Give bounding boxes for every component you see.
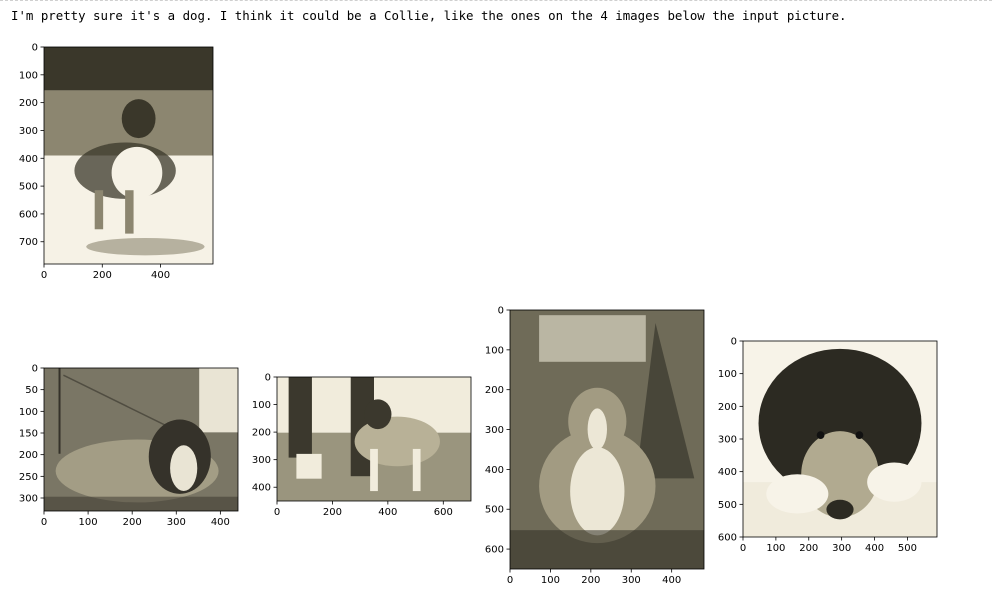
output-message: I'm pretty sure it's a dog. I think it c… <box>11 8 847 23</box>
x-tick-label: 400 <box>378 507 397 518</box>
y-tick-label: 300 <box>252 455 271 466</box>
x-tick-label: 0 <box>274 507 280 518</box>
axes-frame <box>43 367 239 512</box>
x-tick-label: 200 <box>581 575 600 586</box>
x-tick-label: 100 <box>79 517 98 528</box>
y-tick-label: 300 <box>19 494 38 505</box>
axes-frame <box>276 376 472 502</box>
x-tick-label: 100 <box>541 575 560 586</box>
y-tick-label: 0 <box>498 306 504 317</box>
collie-dog-show-photo <box>277 377 471 501</box>
y-tick-label: 150 <box>19 429 38 440</box>
input-picture-panel: 0 200 400 0 100 200 300 400 500 600 700 <box>19 43 214 281</box>
collie-head-closeup-photo <box>743 341 937 537</box>
similar-image-3-panel: 0 100 200 300 400 0 100 200 300 400 500 600 <box>485 306 705 586</box>
y-tick-label: 0 <box>32 364 38 375</box>
x-tick-label: 600 <box>434 507 453 518</box>
collie-sitting-garden-photo <box>510 310 704 569</box>
x-tick-label: 0 <box>41 270 47 281</box>
x-tick-label: 300 <box>167 517 186 528</box>
axes-frame <box>43 46 214 265</box>
y-tick-label: 600 <box>19 209 38 220</box>
collie-lying-barn-photo <box>44 368 238 511</box>
y-tick-label: 500 <box>485 505 504 516</box>
x-tick-label: 500 <box>898 543 917 554</box>
x-tick-label: 200 <box>323 507 342 518</box>
x-tick-label: 400 <box>865 543 884 554</box>
y-tick-label: 400 <box>19 154 38 165</box>
axes-frame <box>509 309 705 570</box>
y-tick-label: 200 <box>252 428 271 439</box>
cell-divider <box>0 0 992 1</box>
y-tick-label: 100 <box>485 345 504 356</box>
y-tick-label: 200 <box>19 450 38 461</box>
x-tick-label: 100 <box>766 543 785 554</box>
x-tick-label: 400 <box>151 270 170 281</box>
similar-image-1-panel: 0 100 200 300 400 0 50 100 150 200 250 300 <box>19 364 239 528</box>
x-tick-label: 200 <box>93 270 112 281</box>
x-tick-label: 200 <box>123 517 142 528</box>
x-tick-label: 200 <box>799 543 818 554</box>
x-tick-label: 0 <box>41 517 47 528</box>
similar-image-2-panel: 0 200 400 600 0 100 200 300 400 <box>252 373 472 518</box>
y-tick-label: 100 <box>252 400 271 411</box>
y-tick-label: 0 <box>265 373 271 384</box>
y-tick-label: 200 <box>485 385 504 396</box>
y-tick-label: 300 <box>718 435 737 446</box>
x-tick-label: 300 <box>832 543 851 554</box>
collie-standing-lake-photo <box>44 47 213 264</box>
x-tick-label: 0 <box>740 543 746 554</box>
y-tick-label: 400 <box>485 465 504 476</box>
y-tick-label: 300 <box>19 126 38 137</box>
y-tick-label: 250 <box>19 472 38 483</box>
y-tick-label: 100 <box>19 70 38 81</box>
y-tick-label: 0 <box>731 337 737 348</box>
y-tick-label: 500 <box>718 500 737 511</box>
y-tick-label: 600 <box>485 545 504 556</box>
y-tick-label: 700 <box>19 237 38 248</box>
x-tick-label: 0 <box>507 575 513 586</box>
y-tick-label: 200 <box>718 402 737 413</box>
x-tick-label: 300 <box>622 575 641 586</box>
y-tick-label: 100 <box>19 407 38 418</box>
x-tick-label: 400 <box>211 517 230 528</box>
y-tick-label: 400 <box>718 467 737 478</box>
y-tick-label: 100 <box>718 369 737 380</box>
y-tick-label: 200 <box>19 98 38 109</box>
y-tick-label: 300 <box>485 425 504 436</box>
similar-image-4-panel: 0 100 200 300 400 500 0 100 200 300 400 500 600 <box>718 337 938 554</box>
y-tick-label: 0 <box>32 43 38 54</box>
x-tick-label: 400 <box>662 575 681 586</box>
y-tick-label: 400 <box>252 483 271 494</box>
y-tick-label: 500 <box>19 182 38 193</box>
y-tick-label: 600 <box>718 533 737 544</box>
y-tick-label: 50 <box>25 385 38 396</box>
